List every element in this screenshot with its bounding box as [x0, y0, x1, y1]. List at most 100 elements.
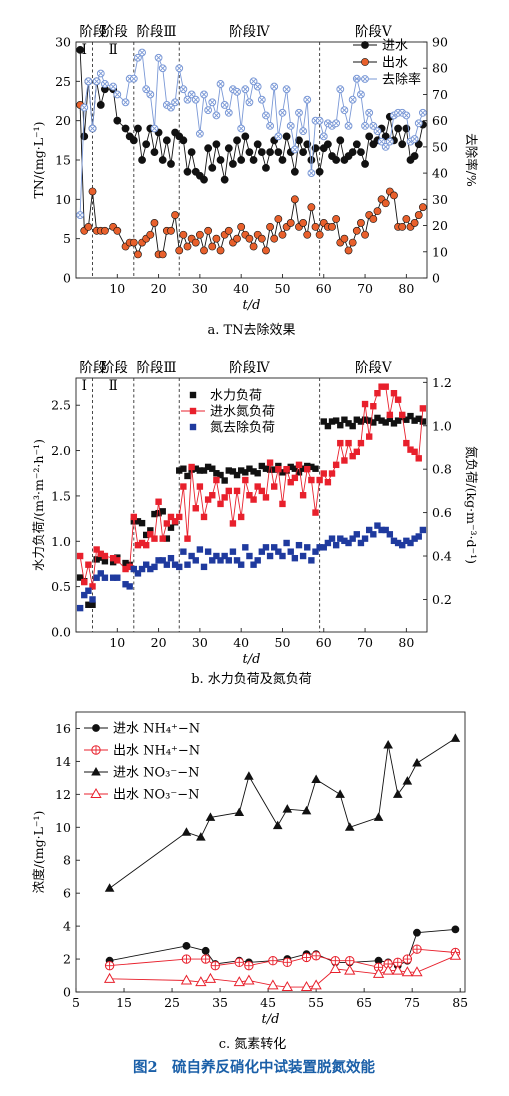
data-point [419, 418, 427, 425]
data-point [246, 492, 253, 499]
x-tick-label: 45 [260, 995, 276, 1010]
data-point [311, 951, 321, 961]
data-point [209, 557, 216, 564]
data-point [413, 928, 421, 937]
data-point [208, 163, 217, 172]
data-point [249, 156, 258, 164]
data-point [196, 832, 206, 841]
data-point [271, 483, 278, 490]
data-point [337, 535, 344, 542]
data-point [184, 472, 191, 480]
data-point [394, 124, 402, 133]
series-2 [76, 383, 427, 590]
data-point [217, 500, 224, 508]
data-point [412, 944, 422, 954]
data-point [158, 250, 167, 259]
data-point [390, 537, 398, 545]
data-point [301, 952, 312, 963]
data-point [200, 954, 211, 964]
x-tick-label: 20 [151, 281, 167, 296]
data-point [410, 135, 419, 143]
data-point [352, 140, 361, 149]
data-point [85, 601, 92, 608]
data-point [229, 160, 237, 168]
data-point [361, 160, 369, 168]
data-point [122, 581, 129, 588]
y-tick-label: 8 [63, 853, 71, 868]
data-point [299, 552, 307, 560]
data-point [217, 471, 224, 479]
y2-tick-label: 10 [432, 244, 448, 259]
stage-label: 阶段 [79, 360, 106, 376]
data-point [299, 148, 308, 157]
data-point [233, 87, 241, 96]
data-point [278, 108, 287, 117]
data-point [258, 548, 266, 555]
data-point [262, 494, 270, 501]
data-point [249, 242, 258, 251]
data-point [237, 222, 246, 231]
data-point [191, 238, 200, 247]
data-point [361, 400, 369, 408]
x-tick-label: 25 [164, 995, 180, 1010]
x-tick-label: 5 [72, 995, 80, 1010]
data-point [104, 883, 115, 892]
y-tick-label: 4 [63, 919, 71, 934]
data-point [258, 462, 266, 470]
data-point [407, 412, 414, 420]
data-point [341, 416, 348, 423]
data-point [372, 967, 385, 978]
data-point [378, 417, 385, 424]
y-tick-label: 10 [55, 192, 71, 207]
data-point [126, 563, 133, 571]
data-point [291, 554, 299, 562]
data-point [392, 964, 404, 975]
data-point [316, 544, 323, 551]
data-point [216, 156, 225, 164]
data-point [295, 108, 303, 117]
data-point [419, 405, 427, 412]
data-point [369, 215, 378, 223]
data-point [159, 557, 166, 564]
data-point [212, 140, 221, 149]
data-point [299, 219, 308, 227]
data-point [345, 439, 352, 447]
data-point [274, 132, 283, 141]
data-point [150, 219, 159, 227]
data-point [93, 546, 100, 553]
y-axis-label: TN/(mg·L⁻¹) [31, 122, 46, 199]
data-point [130, 513, 138, 521]
data-point [76, 574, 84, 581]
stage-label: 阶段Ⅳ [229, 360, 270, 376]
series-4 [103, 949, 462, 992]
data-point [402, 215, 411, 223]
data-point [180, 974, 193, 985]
data-point [308, 463, 315, 471]
data-point [188, 552, 195, 560]
legend-marker [361, 75, 369, 83]
data-point [142, 85, 151, 94]
x-tick-label: 40 [233, 635, 249, 650]
data-point [390, 389, 398, 397]
legend-marker [91, 745, 101, 755]
data-point [365, 108, 374, 117]
data-point [109, 82, 118, 91]
data-point [275, 548, 282, 555]
data-point [401, 966, 414, 977]
data-point [399, 541, 406, 549]
plot-frame [75, 377, 428, 633]
data-point [262, 544, 270, 551]
data-point [398, 222, 407, 231]
series-3 [76, 522, 427, 612]
data-point [295, 136, 303, 145]
data-point [357, 90, 365, 99]
data-point [163, 535, 171, 542]
data-point [229, 520, 237, 527]
data-point [150, 124, 159, 133]
data-point [319, 132, 328, 141]
data-point [181, 827, 192, 836]
data-point [282, 85, 291, 94]
data-point [234, 807, 245, 816]
data-point [349, 535, 356, 542]
legend-label: 进水氮负荷 [210, 405, 275, 420]
